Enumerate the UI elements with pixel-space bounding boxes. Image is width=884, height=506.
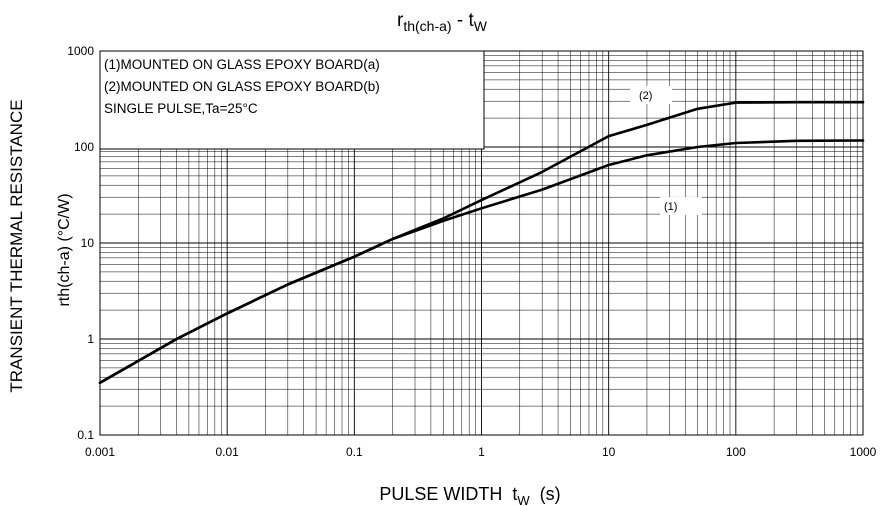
y-tick-label: 1 <box>87 332 94 346</box>
x-tick-labels: 0.001 0.01 0.1 1 10 100 1000 <box>85 445 877 459</box>
title-var: t <box>468 10 474 31</box>
plot-curves <box>98 100 865 385</box>
title-main: r <box>397 10 404 31</box>
x-tick-label: 1 <box>478 445 485 459</box>
y-axis-label-inner: rth(ch-a) (°C/W) <box>56 193 73 306</box>
y-tick-label: 100 <box>74 140 94 154</box>
x-axis-label-sub: W <box>517 493 530 506</box>
title-sep: - <box>452 10 469 31</box>
x-axis-label: PULSE WIDTH tW (s) <box>379 484 560 506</box>
y-tick-label: 0.1 <box>77 428 94 442</box>
series-1-label: (1) <box>664 201 677 213</box>
y-tick-labels: 0.1 1 10 100 1000 <box>67 44 94 442</box>
x-tick-label: 0.001 <box>85 445 115 459</box>
chart-title: rth(ch-a) - tW <box>397 10 488 34</box>
legend-frame <box>99 50 485 150</box>
title-var-sub: W <box>474 18 488 34</box>
series-2-label: (2) <box>639 90 652 102</box>
series-1-label-bg <box>660 197 702 215</box>
y-tick-label: 1000 <box>67 44 94 58</box>
legend-line-2: (2)MOUNTED ON GLASS EPOXY BOARD(b) <box>104 79 380 94</box>
x-tick-label: 100 <box>726 445 746 459</box>
x-tick-label: 10 <box>602 445 616 459</box>
x-tick-label: 0.01 <box>215 445 239 459</box>
legend-box: (1)MOUNTED ON GLASS EPOXY BOARD(a) (2)MO… <box>99 50 485 150</box>
legend-line-3: SINGLE PULSE,Ta=25°C <box>104 101 258 116</box>
y-axis-label-outer: TRANSIENT THERMAL RESISTANCE <box>7 99 26 392</box>
y-tick-label: 10 <box>81 236 95 250</box>
x-tick-label: 1000 <box>850 445 877 459</box>
series-2-line <box>98 100 865 385</box>
series-2-label-bg <box>630 86 672 104</box>
x-axis-label-unit: (s) <box>530 484 561 504</box>
x-axis-label-text: PULSE WIDTH t <box>379 484 517 504</box>
legend-line-1: (1)MOUNTED ON GLASS EPOXY BOARD(a) <box>104 57 380 72</box>
title-main-sub: th(ch-a) <box>403 18 451 34</box>
x-tick-label: 0.1 <box>346 445 363 459</box>
